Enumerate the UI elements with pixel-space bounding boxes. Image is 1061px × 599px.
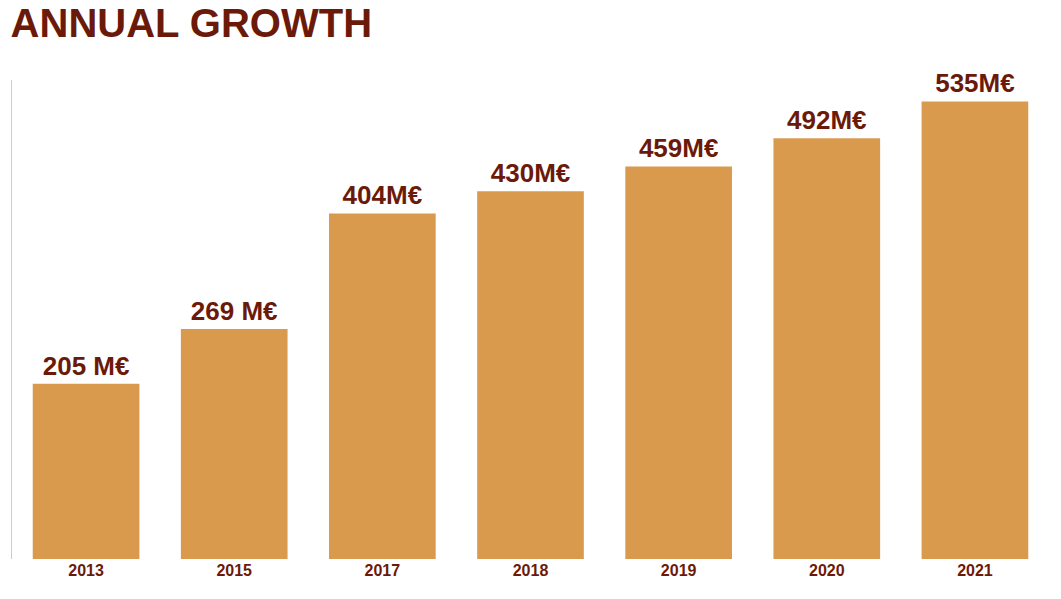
svg-text:2020: 2020 (809, 562, 845, 579)
svg-text:492M€: 492M€ (787, 105, 867, 135)
svg-text:459M€: 459M€ (639, 133, 719, 163)
svg-text:535M€: 535M€ (935, 68, 1015, 98)
svg-text:2015: 2015 (216, 562, 252, 579)
svg-text:2018: 2018 (513, 562, 549, 579)
svg-text:269 M€: 269 M€ (191, 296, 278, 326)
svg-text:2021: 2021 (957, 562, 993, 579)
svg-text:ANNUAL GROWTH: ANNUAL GROWTH (11, 1, 372, 45)
svg-text:404M€: 404M€ (343, 180, 423, 210)
svg-text:205 M€: 205 M€ (43, 351, 130, 381)
svg-text:2013: 2013 (68, 562, 104, 579)
svg-text:430M€: 430M€ (491, 158, 571, 188)
svg-text:2019: 2019 (661, 562, 697, 579)
svg-text:2017: 2017 (365, 562, 401, 579)
